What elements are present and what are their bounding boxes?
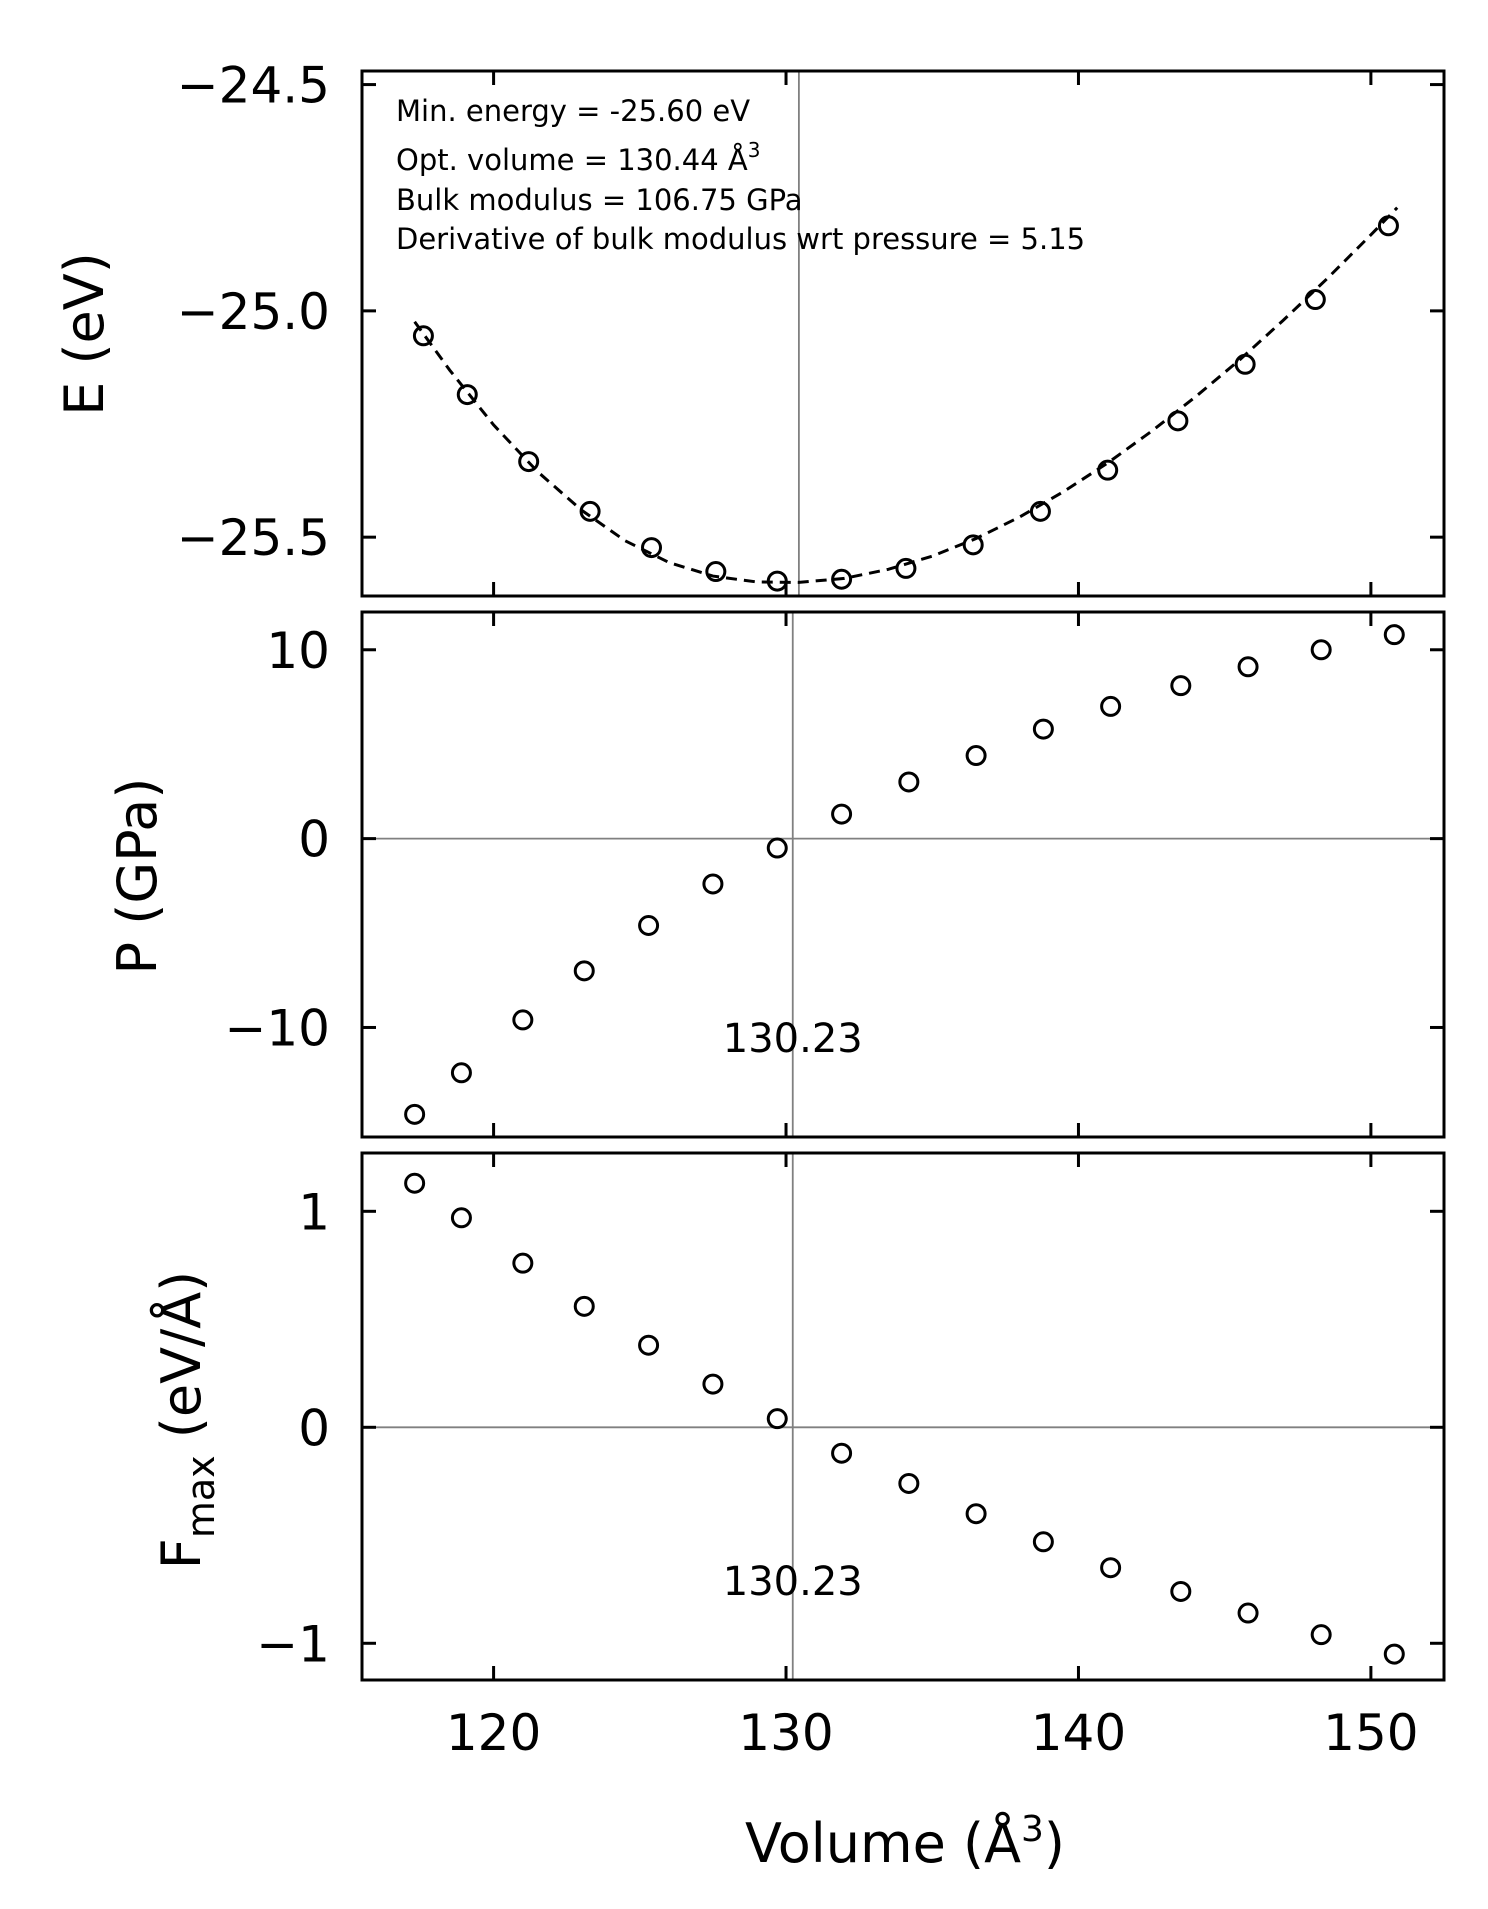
force-data-point (573, 1295, 595, 1317)
force-ytick-label: 1 (298, 1183, 330, 1241)
pressure-data-point (898, 771, 920, 793)
volume-xtick-label: 130 (738, 1704, 833, 1762)
pressure-data-point (1032, 718, 1054, 740)
force-data-point (965, 1503, 987, 1525)
energy-ytick-label: −25.0 (177, 283, 330, 341)
energy-axis-ticks (362, 71, 1444, 596)
pressure-ytick-label: −10 (224, 999, 330, 1057)
annotation-bulk-modulus-derivative: Derivative of bulk modulus wrt pressure … (396, 222, 1085, 256)
energy-data-point (579, 500, 601, 522)
force-data-point (512, 1252, 534, 1274)
pressure-volume-label: 130.23 (723, 1016, 863, 1062)
pressure-data-point (702, 873, 724, 895)
energy-data-point (412, 325, 434, 347)
force-plot-frame (360, 1151, 1446, 1682)
energy-y-tick-labels: −25.5 −25.0 −24.5 (177, 57, 330, 568)
pressure-data-point (573, 960, 595, 982)
force-data-point (1100, 1557, 1122, 1579)
energy-annotation-box: Min. energy = -25.60 eV Opt. volume = 13… (396, 94, 1085, 256)
energy-fit-curve (413, 206, 1399, 584)
volume-xtick-label: 120 (446, 1704, 541, 1762)
energy-data-point (1304, 289, 1326, 311)
pressure-data-point (766, 837, 788, 859)
pressure-panel: 130.23 −10 0 10 P (GPa) (106, 610, 1446, 1139)
force-ytick-label: −1 (256, 1615, 330, 1673)
pressure-data-point (512, 1009, 534, 1031)
energy-ytick-label: −24.5 (177, 57, 330, 115)
force-data-point (1032, 1531, 1054, 1553)
energy-data-point (518, 451, 540, 473)
force-y-axis-label-main: F (150, 1538, 213, 1569)
annotation-opt-volume-text: Opt. volume = 130.44 Å (396, 143, 748, 177)
force-data-point (1237, 1602, 1259, 1624)
force-data-point (638, 1334, 660, 1356)
volume-xtick-label: 140 (1031, 1704, 1126, 1762)
energy-data-point (705, 561, 727, 583)
force-data-point (1170, 1580, 1192, 1602)
energy-y-axis-label: E (eV) (53, 252, 116, 416)
force-data-point (404, 1172, 426, 1194)
energy-data-point (831, 568, 853, 590)
energy-data-points (412, 215, 1399, 592)
force-y-axis-label-unit: (eV/Å) (149, 1271, 213, 1456)
energy-data-point (962, 534, 984, 556)
energy-data-point (766, 570, 788, 592)
annotation-bulk-modulus: Bulk modulus = 106.75 GPa (396, 183, 803, 217)
volume-x-axis-label: Volume (Å3) (745, 1809, 1065, 1875)
pressure-data-point (965, 745, 987, 767)
force-ytick-label: 0 (298, 1399, 330, 1457)
force-data-point (766, 1408, 788, 1430)
pressure-data-point (1100, 695, 1122, 717)
force-volume-label: 130.23 (723, 1559, 863, 1605)
pressure-data-point (1237, 656, 1259, 678)
force-data-point (1383, 1643, 1405, 1665)
pressure-data-point (831, 803, 853, 825)
pressure-data-point (1170, 675, 1192, 697)
pressure-data-point (638, 914, 660, 936)
force-y-tick-labels: −1 0 1 (256, 1183, 330, 1673)
volume-x-axis-label-superscript: 3 (1021, 1809, 1044, 1850)
pressure-data-point (1383, 624, 1405, 646)
force-axis-ticks (362, 1153, 1444, 1680)
volume-x-axis-label-text: Volume (Å (745, 1811, 1021, 1875)
energy-data-point (1167, 410, 1189, 432)
pressure-ytick-label: 10 (266, 622, 330, 680)
force-data-point (831, 1442, 853, 1464)
volume-x-axis-label-close: ) (1044, 1812, 1065, 1875)
volume-x-tick-labels: 120 130 140 150 (446, 1704, 1419, 1762)
force-data-points (404, 1172, 1405, 1665)
energy-data-point (1097, 459, 1119, 481)
energy-ytick-label: −25.5 (177, 509, 330, 567)
energy-data-point (456, 384, 478, 406)
force-y-axis-label: Fmax (eV/Å) (149, 1271, 223, 1569)
annotation-min-energy: Min. energy = -25.60 eV (396, 94, 750, 128)
annotation-opt-volume-superscript: 3 (748, 138, 761, 162)
pressure-y-axis-label: P (GPa) (106, 778, 169, 975)
energy-plot-frame (360, 69, 1446, 598)
pressure-data-point (450, 1062, 472, 1084)
force-data-point (450, 1207, 472, 1229)
energy-data-point (1029, 500, 1051, 522)
force-data-point (1310, 1624, 1332, 1646)
force-panel: 130.23 −1 0 1 120 130 140 150 Fmax (eV/Å) Vol… (149, 1151, 1446, 1875)
pressure-plot-frame (360, 610, 1446, 1139)
pressure-y-tick-labels: −10 0 10 (224, 622, 330, 1058)
pressure-data-points (404, 624, 1405, 1125)
energy-panel: Min. energy = -25.60 eV Opt. volume = 13… (53, 57, 1446, 598)
volume-xtick-label: 150 (1323, 1704, 1418, 1762)
pressure-data-point (404, 1103, 426, 1125)
pressure-ytick-label: 0 (298, 811, 330, 869)
energy-data-point (1234, 353, 1256, 375)
pressure-axis-ticks (362, 612, 1444, 1137)
force-data-point (898, 1472, 920, 1494)
annotation-opt-volume: Opt. volume = 130.44 Å3 (396, 138, 760, 177)
force-y-axis-label-subscript: max (179, 1455, 223, 1538)
force-data-point (702, 1373, 724, 1395)
pressure-data-point (1310, 639, 1332, 661)
energy-data-point (641, 537, 663, 559)
energy-data-point (895, 557, 917, 579)
energy-data-point (1377, 215, 1399, 237)
